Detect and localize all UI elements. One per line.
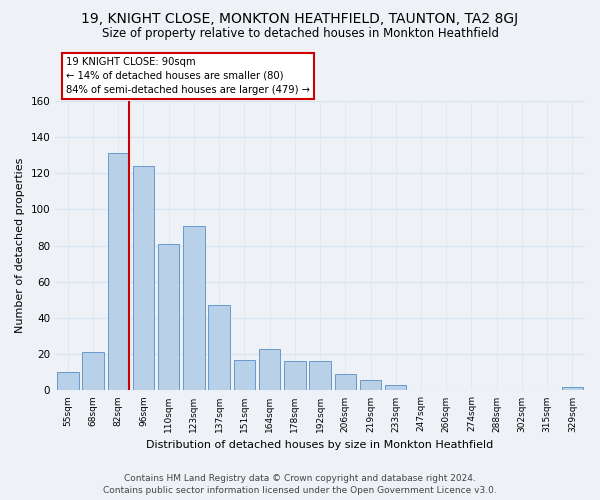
Y-axis label: Number of detached properties: Number of detached properties — [15, 158, 25, 334]
Bar — [183, 226, 205, 390]
Bar — [158, 244, 179, 390]
Bar — [107, 153, 129, 390]
Bar — [562, 387, 583, 390]
Bar — [360, 380, 381, 390]
Bar — [57, 372, 79, 390]
Bar — [208, 306, 230, 390]
Bar — [233, 360, 255, 390]
Bar — [310, 362, 331, 390]
Bar — [284, 362, 305, 390]
Text: 19 KNIGHT CLOSE: 90sqm
← 14% of detached houses are smaller (80)
84% of semi-det: 19 KNIGHT CLOSE: 90sqm ← 14% of detached… — [66, 57, 310, 95]
Text: Size of property relative to detached houses in Monkton Heathfield: Size of property relative to detached ho… — [101, 28, 499, 40]
Text: Contains HM Land Registry data © Crown copyright and database right 2024.
Contai: Contains HM Land Registry data © Crown c… — [103, 474, 497, 495]
Bar — [82, 352, 104, 391]
Text: 19, KNIGHT CLOSE, MONKTON HEATHFIELD, TAUNTON, TA2 8GJ: 19, KNIGHT CLOSE, MONKTON HEATHFIELD, TA… — [82, 12, 518, 26]
X-axis label: Distribution of detached houses by size in Monkton Heathfield: Distribution of detached houses by size … — [146, 440, 494, 450]
Bar — [133, 166, 154, 390]
Bar — [259, 349, 280, 391]
Bar — [335, 374, 356, 390]
Bar — [385, 385, 406, 390]
